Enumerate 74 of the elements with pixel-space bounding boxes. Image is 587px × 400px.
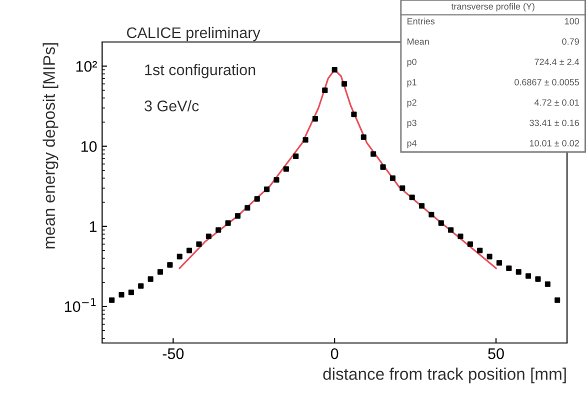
annotation: p1 xyxy=(407,79,416,88)
point xyxy=(390,175,396,181)
text: Entries xyxy=(408,18,435,24)
point xyxy=(554,297,560,303)
point xyxy=(196,241,202,247)
point xyxy=(274,177,280,183)
point xyxy=(167,262,173,268)
annotation: 724.4 ± 2.4 xyxy=(534,58,580,65)
point xyxy=(341,81,348,87)
point xyxy=(302,137,308,143)
point xyxy=(516,269,522,275)
annotation: p3 xyxy=(407,120,416,128)
point xyxy=(467,241,473,247)
y-tick-label: 1 xyxy=(90,221,97,232)
point xyxy=(506,265,512,272)
annotation: p2 xyxy=(407,99,416,108)
point xyxy=(477,248,483,254)
point xyxy=(535,276,541,282)
point xyxy=(380,164,386,170)
y-axis-title: mean energy deposit [MIPs] xyxy=(42,43,58,248)
chart-title: CALICE preliminary xyxy=(126,26,260,42)
point xyxy=(118,292,124,298)
y-tick-label: 10$^{−1}$ xyxy=(64,298,96,312)
point xyxy=(448,227,454,233)
point xyxy=(293,153,299,160)
point xyxy=(458,234,464,240)
annotation: 10.01 ± 0.02 xyxy=(530,140,579,146)
text: 100 xyxy=(564,18,580,24)
annotation: 33.41 ± 0.16 xyxy=(530,120,579,126)
point xyxy=(225,220,231,226)
text: transverse profile (Y) xyxy=(451,2,534,12)
annotation: 4.72 ± 0.01 xyxy=(534,99,579,106)
point xyxy=(486,254,492,260)
point xyxy=(283,166,289,172)
point xyxy=(234,213,241,219)
y-tick-label: 10² xyxy=(76,60,97,72)
point xyxy=(148,276,154,282)
x-axis-title: distance from track position [mm] xyxy=(323,368,566,384)
annotation: 3 GeV/c xyxy=(144,100,199,112)
point xyxy=(157,269,164,275)
point xyxy=(216,227,222,233)
annotation: Mean xyxy=(408,38,429,45)
point xyxy=(544,281,550,287)
annotation: p0 xyxy=(407,58,416,67)
point xyxy=(109,297,115,303)
point xyxy=(351,112,357,118)
point xyxy=(400,185,406,191)
x-tick-label: 50 xyxy=(488,348,504,360)
point xyxy=(438,220,444,226)
point xyxy=(360,134,366,140)
annotation: 0.79 xyxy=(562,38,579,45)
point xyxy=(332,67,338,73)
point xyxy=(370,151,376,157)
point xyxy=(138,283,144,289)
point xyxy=(312,116,318,122)
point xyxy=(428,212,434,218)
point xyxy=(526,273,532,279)
annotation: p4 xyxy=(407,140,417,148)
annotation: 1st configuration xyxy=(145,64,256,78)
annotation: 0.6867 ± 0.0055 xyxy=(514,79,579,86)
point xyxy=(322,87,328,94)
point xyxy=(206,234,212,240)
point xyxy=(264,186,270,192)
x-tick-label: -50 xyxy=(162,348,184,360)
point xyxy=(409,194,415,200)
y-tick-label: 10 xyxy=(81,141,97,152)
point xyxy=(496,260,502,266)
point xyxy=(254,196,260,202)
point xyxy=(186,248,192,254)
point xyxy=(128,290,134,296)
point xyxy=(418,203,425,209)
point xyxy=(244,205,250,211)
x-tick-label: 0 xyxy=(330,348,338,360)
point xyxy=(176,254,182,260)
